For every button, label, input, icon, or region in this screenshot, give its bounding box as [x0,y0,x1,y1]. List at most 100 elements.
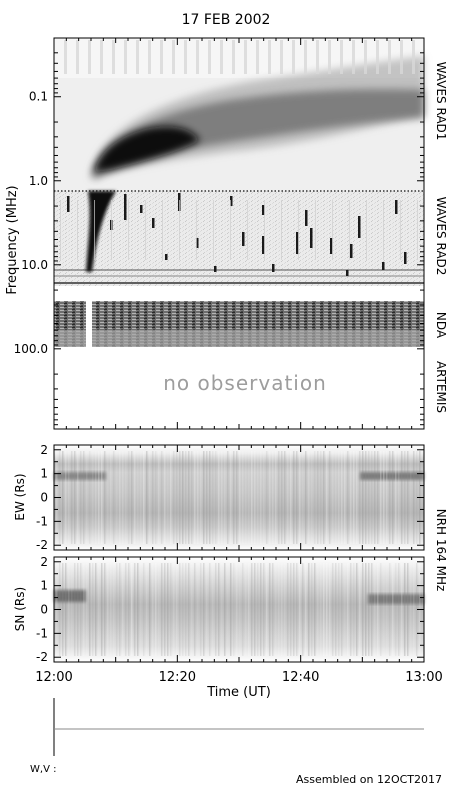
nrh-streak [311,563,313,656]
nrh-streak [65,563,67,656]
nrh-streak [410,563,412,656]
nrh-streak [194,451,196,544]
nrh-streak [239,451,241,544]
nrh-streak [236,451,238,544]
nrh-streak [284,451,286,544]
rad2-dash [165,254,168,260]
nrh-streak [239,563,241,656]
time-tick-label: 13:00 [405,670,442,685]
ew-heatmap [54,445,424,550]
nrh-streak [152,451,154,544]
nrh-streak [215,451,217,544]
y-tick-label: 1 [40,579,48,593]
nrh-streak [140,451,142,544]
nrh-streak [209,563,211,656]
artemis-region [54,347,424,429]
rad1-streak [328,40,331,74]
nrh-streak [299,451,301,544]
nrh-streak [161,451,163,544]
nrh-streak [233,451,235,544]
rad2-dash [230,196,233,206]
nrh-streak [200,563,202,656]
nrh-streak [272,451,274,544]
nrh-streak [203,451,205,544]
nrh-streak [338,451,340,544]
nrh-streak [110,451,112,544]
nrh-streak [128,563,130,656]
nrh-streak [350,451,352,544]
rad2-dash [140,205,143,213]
nrh-streak [365,563,367,656]
nrh-streak [113,563,115,656]
nrh-streak [122,451,124,544]
rad2-dash [67,196,70,212]
nrh-streak [269,451,271,544]
nrh-streak [131,563,133,656]
nrh-streak [326,563,328,656]
rad1-streak [76,40,79,74]
nrh-streak [347,563,349,656]
rad1-streak [196,40,199,74]
nrh-streak [233,563,235,656]
nrh-streak [236,563,238,656]
nrh-streak [128,451,130,544]
nrh-streak [380,563,382,656]
nrh-streak [326,451,328,544]
nrh-streak [341,563,343,656]
sn-bright-source-end [368,594,424,604]
rad2-dash [330,238,333,254]
nrh-streak [194,563,196,656]
rad1-streak [232,40,235,74]
rad2-faint-streak [179,200,180,260]
rad1-streak [148,40,151,74]
nrh-streak [257,563,259,656]
y-tick-label: 0.1 [29,90,48,104]
nrh-streak [146,563,148,656]
nrh-streak [260,563,262,656]
rad2-faint-streak [196,200,197,260]
rad2-faint-streak [298,200,299,260]
nrh-streak [119,451,121,544]
rad1-streak [244,40,247,74]
nrh-streak [314,451,316,544]
rad1-streak [172,40,175,74]
nrh-streak [203,563,205,656]
nrh-streak [323,451,325,544]
y-tick-label: -2 [36,538,48,552]
rad1-streak [64,40,67,74]
nrh-streak [98,451,100,544]
instrument-label-artemis: ARTEMIS [434,361,448,413]
nrh-streak [164,563,166,656]
nrh-streak [206,451,208,544]
nrh-164-mhz-label: NRH 164 MHz [434,509,448,592]
nrh-streak [278,563,280,656]
rad1-streak [364,40,367,74]
sn-y-axis-label: SN (Rs) [13,587,27,631]
nrh-streak [359,451,361,544]
nrh-streak [305,563,307,656]
nrh-streak [383,451,385,544]
rad1-burst-core [94,126,200,172]
rad2-faint-streak [366,200,367,260]
nrh-streak [116,563,118,656]
nda-lower-band [54,330,424,347]
y-tick-label: -1 [36,514,48,528]
nrh-streak [308,563,310,656]
rad2-dash-features [60,193,418,276]
nrh-streak [314,563,316,656]
rad2-faint-streak [60,200,61,260]
nrh-streak [77,563,79,656]
nrh-streak [386,563,388,656]
nrh-streak [218,451,220,544]
nrh-streak [221,563,223,656]
y-tick-label: 1 [40,467,48,481]
nrh-streak [80,563,82,656]
rad1-streak [280,40,283,74]
rad1-streak [220,40,223,74]
y-tick-label: 1.0 [29,174,48,188]
nrh-streak [125,451,127,544]
rad1-streak [124,40,127,74]
nrh-streak [119,563,121,656]
nrh-streak [398,563,400,656]
nrh-streak [227,451,229,544]
